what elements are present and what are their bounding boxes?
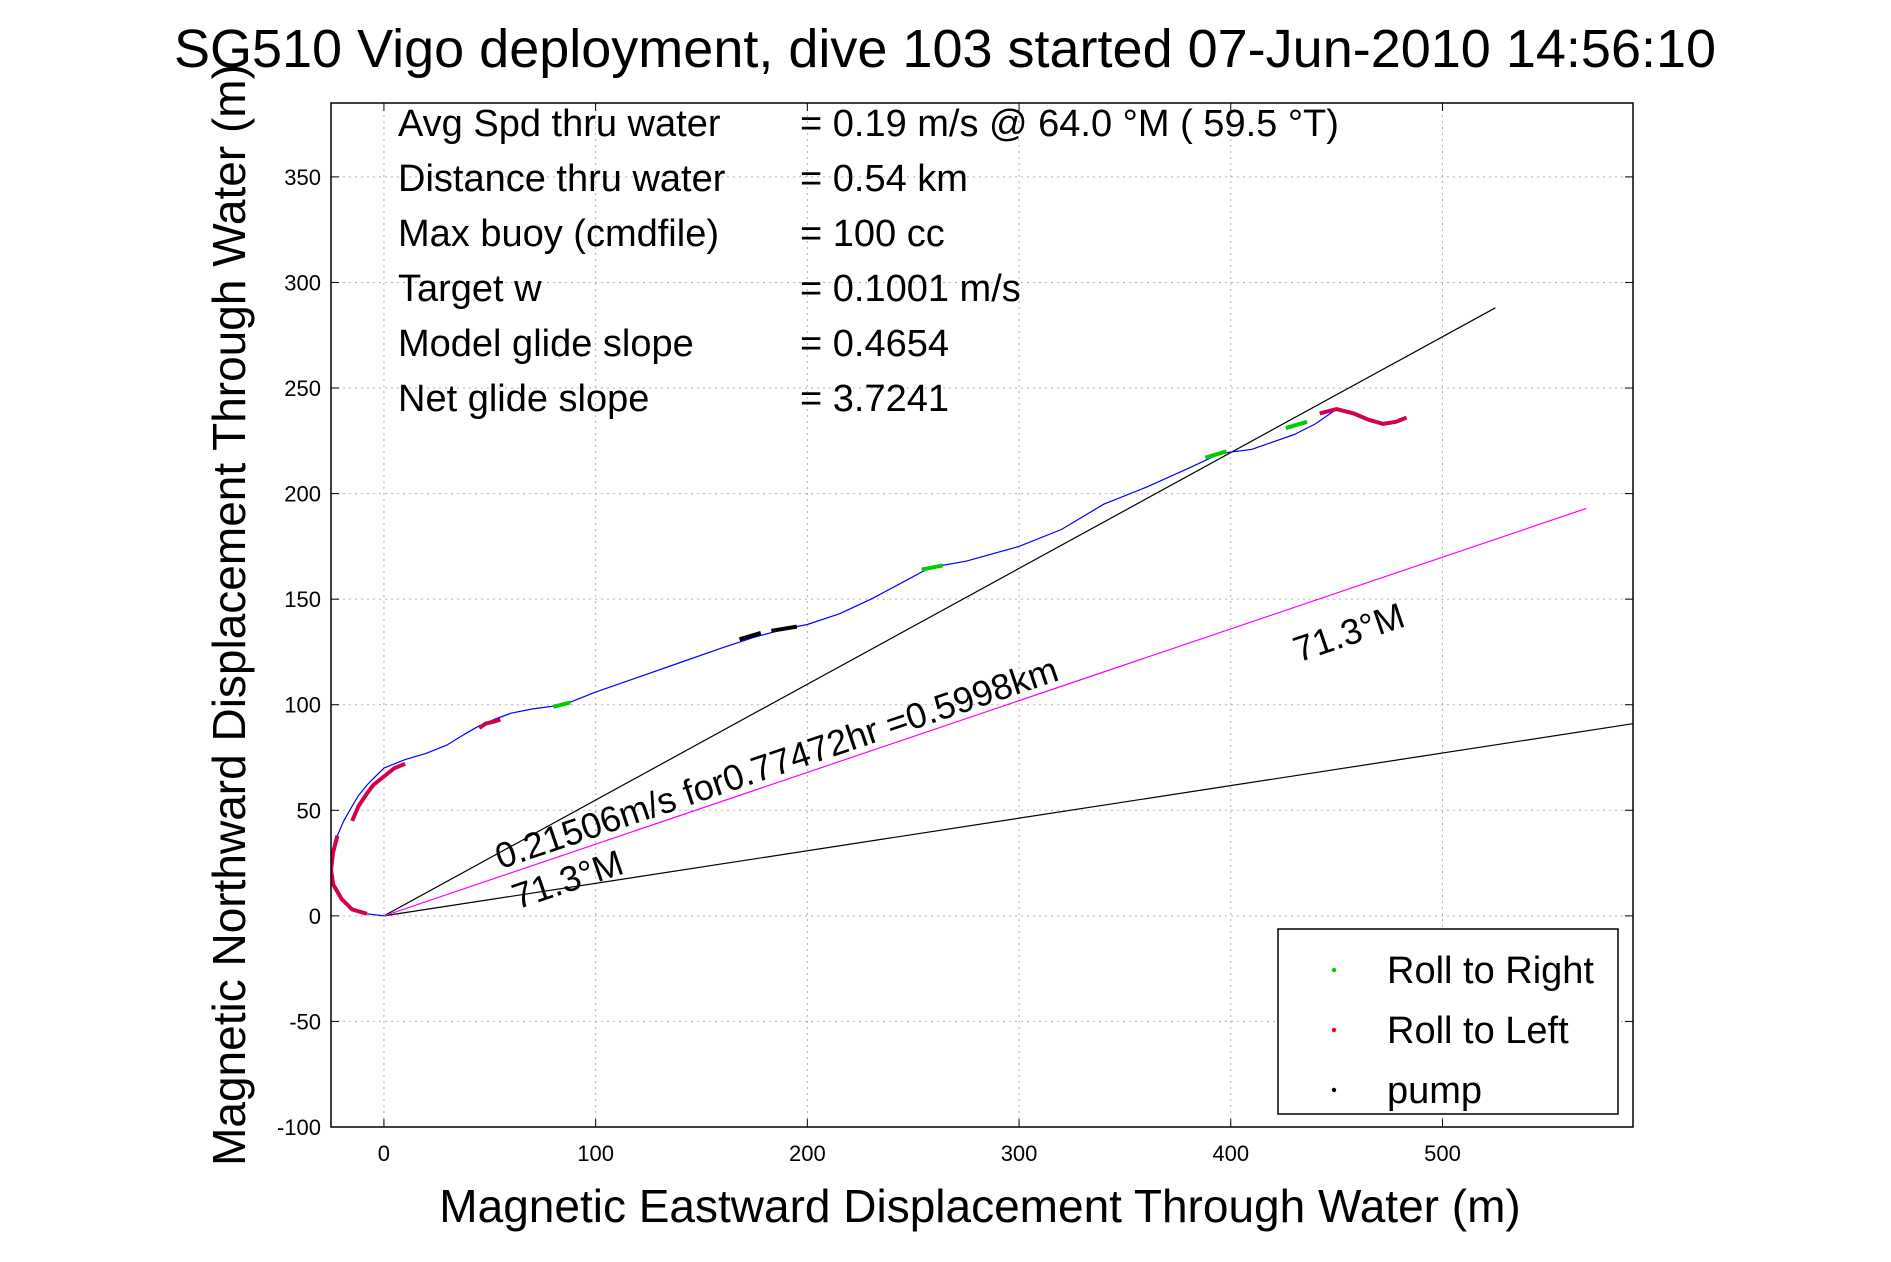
y-tick-label: 300 — [284, 270, 321, 295]
net-displacement-line — [383, 507, 1587, 917]
y-tick-label: 100 — [284, 693, 321, 718]
stat-label: Target w — [398, 268, 542, 310]
segment-roll-right — [1204, 449, 1228, 460]
segment-roll-right — [552, 700, 571, 709]
x-tick-label: 100 — [577, 1141, 614, 1166]
grid-layer — [331, 103, 1633, 1128]
y-tick-label: -100 — [277, 1115, 321, 1140]
y-tick-label: 200 — [284, 482, 321, 507]
legend-label: pump — [1387, 1070, 1482, 1112]
y-tick-label: 150 — [284, 587, 321, 612]
segment-roll-right — [1285, 419, 1308, 431]
x-tick-label: 0 — [378, 1141, 390, 1166]
stat-value: = 0.54 km — [800, 158, 968, 200]
heading-line — [383, 723, 1633, 917]
legend: Roll to Right Roll to Left pump — [1277, 928, 1619, 1115]
legend-frame — [1277, 928, 1619, 1115]
y-tick-label: 350 — [284, 165, 321, 190]
stat-value: = 0.1001 m/s — [800, 268, 1021, 310]
y-axis-label: Magnetic Northward Displacement Through … — [203, 64, 255, 1166]
stat-label: Avg Spd thru water — [398, 103, 721, 145]
segment-pump — [771, 624, 798, 633]
segment-pump — [739, 630, 762, 642]
x-axis-label: Magnetic Eastward Displacement Through W… — [439, 1180, 1520, 1232]
segment-roll-left — [350, 761, 406, 822]
stat-label: Distance thru water — [398, 158, 726, 200]
x-tick-label: 400 — [1212, 1141, 1249, 1166]
stat-label: Max buoy (cmdfile) — [398, 213, 719, 255]
legend-marker — [1331, 967, 1337, 973]
legend-marker — [1331, 1087, 1337, 1093]
track-line — [331, 408, 1337, 917]
glide-slope-line — [383, 307, 1496, 917]
y-tick-label: 0 — [309, 904, 321, 929]
plot-frame — [330, 102, 1634, 1128]
legend-label: Roll to Right — [1387, 950, 1594, 992]
legend-label: Roll to Left — [1387, 1010, 1569, 1052]
stat-value: = 0.19 m/s @ 64.0 °M ( 59.5 °T) — [800, 103, 1339, 145]
x-tick-label: 500 — [1424, 1141, 1461, 1166]
ticks-layer: 0 100 200 300 400 500 -100 -50 0 50 100 150 200 250 30… — [277, 103, 1633, 1166]
stat-value: = 100 cc — [800, 213, 945, 255]
y-tick-label: 250 — [284, 376, 321, 401]
segment-roll-left — [331, 835, 368, 916]
y-tick-label: 50 — [297, 798, 321, 823]
stat-label: Net glide slope — [398, 378, 649, 420]
stat-value: = 3.7241 — [800, 378, 949, 420]
x-tick-label: 300 — [1001, 1141, 1038, 1166]
chart-title: SG510 Vigo deployment, dive 103 started … — [174, 19, 1716, 79]
stats-box: Avg Spd thru water = 0.19 m/s @ 64.0 °M (… — [398, 103, 1339, 420]
x-tick-label: 200 — [789, 1141, 826, 1166]
legend-marker — [1331, 1027, 1337, 1033]
segment-roll-right — [921, 563, 944, 572]
lines-layer — [331, 307, 1633, 917]
stat-value: = 0.4654 — [800, 323, 949, 365]
segment-roll-left — [478, 717, 502, 730]
stat-label: Model glide slope — [398, 323, 694, 365]
segment-roll-left — [1319, 407, 1408, 426]
y-tick-label: -50 — [289, 1009, 321, 1034]
